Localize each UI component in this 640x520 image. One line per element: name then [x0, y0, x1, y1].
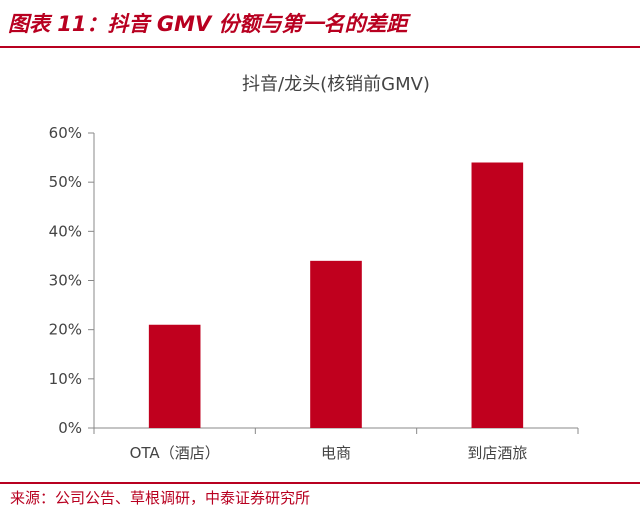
y-tick-label: 60%	[49, 124, 82, 142]
y-tick-label: 40%	[49, 222, 82, 240]
chart-title: 抖音/龙头(核销前GMV)	[242, 74, 430, 95]
y-tick-label: 50%	[49, 173, 82, 191]
y-tick-label: 30%	[49, 272, 82, 290]
x-tick-label: 电商	[321, 444, 351, 462]
footer-divider	[0, 482, 640, 484]
bar-chart: 抖音/龙头(核销前GMV) 0% 10% 20% 30% 40% 50% 60% OTA（酒店…	[49, 74, 579, 462]
header-divider	[0, 46, 640, 48]
x-tick-label: OTA（酒店）	[130, 444, 220, 462]
bar	[471, 162, 524, 428]
chart-axes: 0% 10% 20% 30% 40% 50% 60% OTA（酒店） 电商 到店酒旅	[49, 124, 579, 462]
bar	[148, 324, 201, 428]
bar	[310, 260, 362, 428]
figure-header: 图表 11：抖音 GMV 份额与第一名的差距	[0, 0, 640, 44]
x-tick-label: 到店酒旅	[467, 444, 527, 462]
chart-bars	[148, 162, 524, 428]
y-tick-label: 10%	[49, 370, 82, 388]
source-note: 来源：公司公告、草根调研，中泰证券研究所	[10, 489, 311, 507]
figure-title: 图表 11：抖音 GMV 份额与第一名的差距	[8, 12, 408, 36]
chart-area: 抖音/龙头(核销前GMV) 0% 10% 20% 30% 40% 50% 60% OTA（酒店…	[0, 48, 640, 478]
y-tick-label: 0%	[58, 419, 82, 437]
y-tick-label: 20%	[49, 321, 82, 339]
